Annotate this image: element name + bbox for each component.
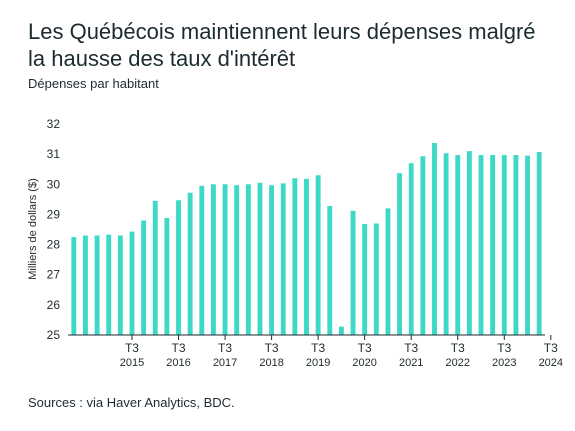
- bar: [338, 326, 344, 335]
- x-tick-year: 2018: [259, 357, 283, 369]
- x-tick-year: 2020: [352, 357, 376, 369]
- bar: [164, 218, 170, 335]
- bar: [478, 155, 484, 335]
- source-note: Sources : via Haver Analytics, BDC.: [28, 395, 235, 410]
- x-tick-quarter: T3: [218, 341, 232, 355]
- bar: [420, 156, 426, 335]
- x-axis-ticks: T3 2015 T3 2016 T3 2017 T3 2018 T3 2019 T3 2020 T3 20…: [120, 335, 563, 369]
- bar: [466, 151, 472, 335]
- x-tick-quarter: T3: [497, 341, 511, 355]
- x-tick-quarter: T3: [125, 341, 139, 355]
- bar: [525, 155, 530, 335]
- bar: [408, 163, 414, 335]
- chart-subtitle: Dépenses par habitant: [28, 76, 159, 91]
- y-tick-label: 28: [47, 238, 61, 252]
- bar: [83, 235, 88, 335]
- y-tick-label: 29: [47, 207, 61, 221]
- bar: [280, 183, 286, 335]
- x-tick-quarter: T3: [451, 341, 465, 355]
- bar: [315, 175, 321, 335]
- y-tick-label: 31: [47, 147, 61, 161]
- bar: [210, 184, 216, 335]
- x-tick-quarter: T3: [404, 341, 418, 355]
- y-axis-label: Milliers de dollars ($): [27, 178, 39, 279]
- bar: [117, 235, 123, 335]
- bar: [94, 235, 100, 335]
- bar: [234, 185, 240, 335]
- bar: [292, 178, 298, 335]
- bar: [176, 200, 181, 335]
- bar-series: [71, 142, 542, 335]
- x-tick-quarter: T3: [265, 341, 279, 355]
- x-tick-year: 2019: [306, 357, 330, 369]
- bar: [397, 173, 403, 335]
- x-tick-year: 2016: [166, 357, 190, 369]
- bar: [152, 200, 158, 335]
- bar: [141, 220, 147, 335]
- bar: [443, 153, 449, 335]
- bar: [490, 155, 496, 335]
- x-tick-quarter: T3: [358, 341, 372, 355]
- bar: [373, 223, 379, 335]
- x-tick-quarter: T3: [172, 341, 186, 355]
- bar: [513, 155, 519, 335]
- bar: [455, 155, 461, 335]
- bar: [222, 184, 228, 335]
- bar: [362, 224, 368, 335]
- bar: [536, 152, 542, 335]
- y-axis-ticks: 25 26 27 28 29 30 31 32: [47, 117, 61, 342]
- bar: [327, 205, 333, 335]
- y-tick-label: 30: [47, 177, 61, 191]
- x-tick-year: 2024: [539, 357, 563, 369]
- x-tick-year: 2022: [446, 357, 470, 369]
- bar: [199, 185, 205, 335]
- x-tick-year: 2023: [492, 357, 516, 369]
- bar: [269, 185, 275, 335]
- chart-title: Les Québécois maintiennent leurs dépense…: [28, 19, 536, 71]
- x-tick-year: 2015: [120, 357, 144, 369]
- bar: [304, 178, 309, 335]
- bar: [71, 237, 77, 335]
- bar: [257, 182, 263, 335]
- x-tick-year: 2021: [399, 357, 423, 369]
- bar: [187, 192, 193, 335]
- x-tick-quarter: T3: [544, 341, 558, 355]
- y-tick-label: 26: [47, 298, 61, 312]
- y-tick-label: 32: [47, 117, 61, 131]
- bar: [350, 210, 356, 335]
- bar: [501, 155, 507, 335]
- bar: [385, 208, 391, 335]
- bar: [245, 184, 251, 335]
- bar: [432, 142, 437, 335]
- y-tick-label: 27: [47, 268, 61, 282]
- x-tick-quarter: T3: [311, 341, 325, 355]
- bar: [106, 234, 112, 335]
- bar: [129, 231, 135, 335]
- y-tick-label: 25: [47, 328, 61, 342]
- x-tick-year: 2017: [213, 357, 237, 369]
